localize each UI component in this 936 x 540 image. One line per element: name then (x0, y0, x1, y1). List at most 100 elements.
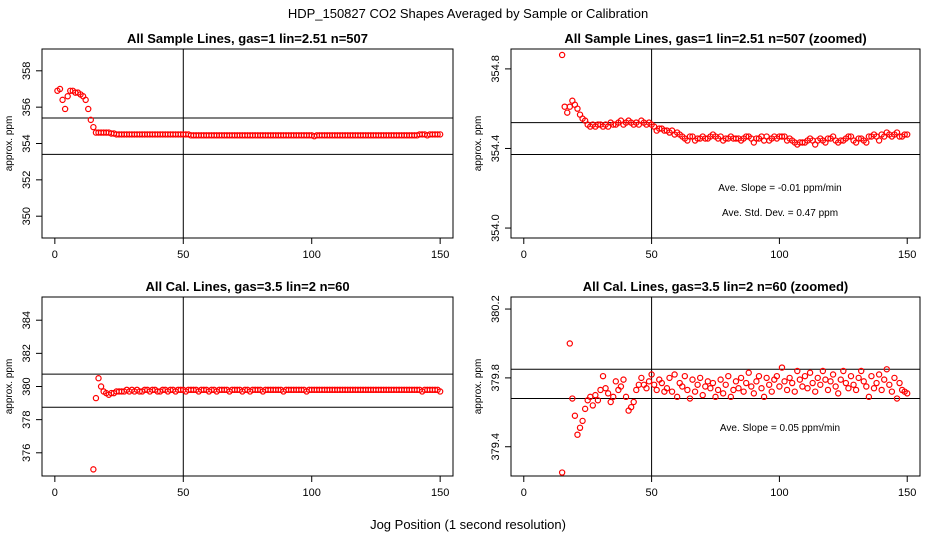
x-tick-label: 0 (52, 487, 58, 499)
data-point (610, 121, 617, 128)
data-point (635, 381, 643, 388)
y-tick-label: 379.8 (490, 364, 502, 392)
data-point (875, 371, 883, 378)
data-point (796, 376, 804, 383)
y-tick-label: 378 (21, 410, 33, 428)
data-point (604, 390, 612, 397)
data-point (755, 372, 763, 380)
data-point (799, 383, 806, 390)
plot-frame (510, 48, 921, 239)
data-point (589, 402, 597, 409)
data-point (811, 388, 819, 395)
data-point (860, 378, 867, 385)
data-point (788, 379, 796, 387)
data-point (656, 125, 663, 132)
data-point (558, 469, 566, 476)
x-tick-label: 50 (177, 249, 189, 261)
y-tick-label: 354.4 (490, 135, 502, 163)
y-tick-label: 358 (21, 62, 33, 80)
data-point (776, 383, 783, 390)
data-point (837, 376, 844, 383)
data-point (837, 137, 844, 144)
data-point (753, 378, 760, 385)
data-point (95, 375, 102, 382)
data-point (56, 85, 64, 93)
data-point (896, 133, 903, 140)
data-point (704, 378, 712, 385)
data-point (696, 374, 704, 382)
data-point (59, 96, 66, 104)
data-point (90, 123, 97, 131)
y-axis-label: approx. ppm (473, 359, 484, 415)
x-tick-label: 50 (177, 487, 189, 499)
data-point (702, 135, 709, 142)
data-point (758, 385, 765, 392)
data-point (638, 374, 645, 382)
data-point (679, 383, 686, 390)
data-point (806, 369, 814, 376)
data-point (564, 109, 571, 116)
data-point (750, 390, 758, 397)
data-point (737, 374, 745, 382)
panel-title: All Cal. Lines, gas=3.5 lin=2 n=60 (145, 279, 349, 294)
figure-title: HDP_150827 CO2 Shapes Averaged by Sample… (288, 6, 648, 21)
data-point (574, 431, 581, 438)
data-point (904, 390, 911, 397)
y-tick-label: 380 (21, 377, 33, 395)
data-point (663, 385, 671, 392)
stats-note: Ave. Slope = 0.05 ppm/min (720, 423, 840, 434)
data-point (778, 133, 786, 140)
data-point (878, 386, 885, 394)
data-point (648, 371, 655, 378)
y-axis-label: approx. ppm (473, 116, 484, 172)
data-point (840, 367, 847, 375)
data-point (671, 371, 678, 378)
data-point (607, 398, 614, 406)
data-point (735, 385, 742, 392)
data-point (852, 386, 860, 394)
data-point (809, 379, 816, 387)
data-point (725, 372, 732, 380)
data-point (794, 367, 801, 375)
y-tick-label: 354 (21, 134, 33, 152)
data-point (786, 374, 793, 382)
data-point (745, 369, 752, 376)
data-point (684, 386, 691, 394)
y-tick-label: 380.2 (490, 295, 502, 323)
data-point (620, 376, 627, 383)
stats-note: Ave. Std. Dev. = 0.47 ppm (722, 208, 838, 219)
data-point (627, 403, 635, 411)
data-point (868, 372, 875, 380)
data-point (732, 378, 740, 385)
data-point (574, 105, 581, 112)
data-point (778, 364, 786, 371)
data-point (673, 393, 681, 401)
data-point (699, 391, 706, 399)
data-point (858, 367, 865, 375)
data-point (709, 379, 717, 387)
data-point (645, 378, 653, 385)
data-point (594, 397, 602, 404)
data-point (742, 379, 750, 387)
x-tick-label: 100 (303, 249, 321, 261)
x-tick-label: 150 (431, 249, 449, 261)
data-point (835, 390, 842, 397)
panel-title: All Cal. Lines, gas=3.5 lin=2 n=60 (zoom… (583, 279, 849, 294)
data-point (576, 424, 584, 432)
y-tick-label: 350 (21, 207, 33, 225)
data-point (650, 381, 658, 388)
data-point (901, 131, 908, 138)
data-point (434, 131, 441, 138)
panel-cal-lines-zoomed: All Cal. Lines, gas=3.5 lin=2 n=60 (zoom… (473, 279, 921, 499)
data-point (719, 390, 727, 397)
data-point (561, 103, 568, 110)
data-point (732, 135, 740, 142)
data-point (566, 103, 573, 110)
data-point (681, 372, 689, 380)
data-point (888, 388, 896, 395)
data-point (722, 381, 729, 388)
data-point (597, 386, 604, 394)
data-point (566, 340, 573, 347)
data-point (717, 376, 724, 383)
